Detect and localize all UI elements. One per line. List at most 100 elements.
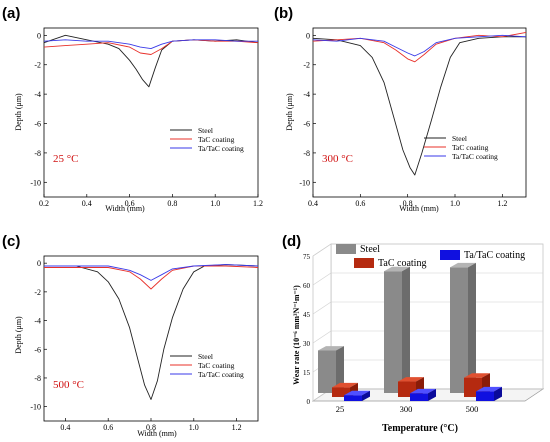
x-tick-label: 1.2 (497, 199, 507, 208)
x-tick-label: 0.4 (308, 199, 318, 208)
y-tick-label: 45 (303, 311, 311, 319)
y-tick-label: 60 (303, 282, 311, 290)
y-tick-label: -6 (34, 345, 41, 354)
x-category-label: 500 (466, 404, 479, 414)
panel-label-a: (a) (2, 5, 20, 22)
bar-top (464, 373, 490, 378)
bar-front (476, 391, 494, 401)
y-tick-label: 0 (37, 31, 41, 40)
bar-front (450, 267, 468, 393)
bar-steel (318, 346, 344, 393)
plot-frame (43, 27, 259, 198)
legend-label: Steel (360, 244, 380, 255)
legend-label: TaC coating (198, 135, 235, 144)
bar-top (476, 386, 502, 392)
y-tick-label: 0 (307, 398, 311, 406)
x-tick-label: 0.6 (125, 199, 135, 208)
legend-label: Ta/TaC coating (198, 370, 244, 379)
y-axis-label-a: Depth (μm) (14, 93, 23, 131)
bar-top (344, 390, 370, 396)
x-tick-label: 0.8 (146, 423, 156, 432)
bar-top (318, 346, 344, 351)
y-tick-label: -2 (34, 61, 41, 70)
x-tick-label: 1.0 (450, 199, 460, 208)
x-axis-label-d: Temperature (°C) (382, 423, 458, 434)
series-line-steel (312, 36, 526, 176)
y-tick-label: 0 (306, 31, 310, 40)
legend-label: Ta/TaC coating (198, 144, 244, 153)
x-axis-label-a: Width (mm) (105, 204, 145, 213)
series-line-tac-coating (44, 265, 259, 290)
bar-top (332, 382, 358, 388)
y-tick-label: -2 (34, 288, 41, 297)
series-line-steel (44, 264, 259, 400)
x-tick-label: 0.8 (403, 199, 413, 208)
y-tick-label: -6 (34, 120, 41, 129)
gridline-side (312, 330, 332, 344)
legend-label: Steel (452, 134, 467, 143)
series-line-ta-tac-coating (44, 264, 259, 281)
bar-side (336, 346, 344, 393)
y-tick-label: -6 (303, 120, 310, 129)
panel-label-d: (d) (282, 233, 301, 250)
bar-ta-tac-coating (344, 390, 370, 401)
series-line-ta-tac-coating (43, 39, 258, 50)
x-tick-label: 1.0 (210, 199, 220, 208)
bar-top (410, 388, 436, 394)
bar-front (344, 395, 362, 401)
panel-label-b: (b) (274, 5, 293, 22)
series-line-tac-coating (312, 31, 527, 63)
x-tick-label: 0.4 (82, 199, 92, 208)
chart-panel-d: 0 15 30 45 60 75 25 300 500 Steel TaC coating Ta/Ta… (303, 243, 545, 414)
y-tick-label: -8 (303, 149, 310, 158)
y-tick-label: -4 (34, 317, 41, 326)
y-axis-label-d: Wear rate (10⁻⁶ mm³N⁻¹m⁻¹) (292, 285, 301, 385)
gridline-side (312, 272, 332, 286)
y-tick-label: 30 (303, 340, 311, 348)
y-tick-label: 15 (303, 369, 311, 377)
bar-side (428, 388, 436, 401)
x-tick-label: 0.2 (39, 199, 49, 208)
series-line-steel (43, 34, 259, 88)
bar-side (494, 386, 502, 401)
x-tick-label: 1.2 (253, 199, 263, 208)
legend-label: TaC coating (198, 361, 235, 370)
panel-label-c: (c) (2, 233, 20, 250)
y-tick-label: 75 (303, 253, 311, 261)
legend-label: Steel (198, 126, 213, 135)
bar-front (332, 387, 350, 397)
x-tick-label: 0.8 (167, 199, 177, 208)
legend-label: Steel (198, 352, 213, 361)
y-axis-label-b: Depth (μm) (285, 93, 294, 131)
x-tick-label: 0.6 (355, 199, 365, 208)
bar-side (468, 262, 476, 393)
y-tick-label: -10 (299, 178, 310, 187)
x-tick-label: 1.2 (232, 423, 242, 432)
bar-front (318, 350, 336, 393)
bar-side (402, 266, 410, 393)
temperature-label-b: 300 °C (322, 153, 353, 165)
x-tick-label: 0.4 (60, 423, 70, 432)
bar-steel (450, 262, 476, 393)
x-axis-label-b: Width (mm) (399, 204, 439, 213)
bar-top (450, 262, 476, 268)
bar-top (398, 377, 424, 382)
x-tick-label: 0.6 (103, 423, 113, 432)
y-tick-label: -2 (303, 61, 310, 70)
series-line-ta-tac-coating (312, 34, 527, 57)
legend-label: Ta/TaC coating (452, 152, 498, 161)
gridline-side (312, 301, 332, 315)
y-axis-label-c: Depth (μm) (14, 316, 23, 354)
x-tick-label: 1.0 (189, 423, 199, 432)
temperature-label-c: 500 °C (53, 379, 84, 391)
legend-label: TaC coating (452, 143, 489, 152)
bar-front (410, 393, 428, 401)
bar-side (362, 390, 370, 401)
bar-ta-tac-coating (410, 388, 436, 401)
gridline-side (312, 243, 332, 257)
y-tick-label: -8 (34, 374, 41, 383)
y-tick-label: -10 (30, 403, 41, 412)
x-category-label: 300 (400, 404, 413, 414)
